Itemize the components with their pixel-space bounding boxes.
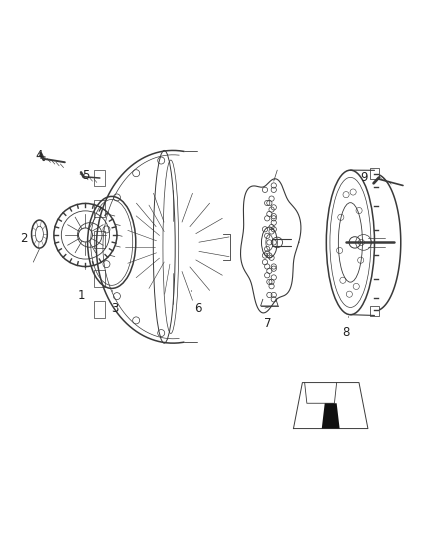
Text: 5: 5 (83, 169, 90, 182)
Text: 6: 6 (194, 302, 202, 314)
FancyBboxPatch shape (94, 231, 105, 248)
Polygon shape (322, 403, 339, 429)
Text: 8: 8 (343, 326, 350, 338)
FancyBboxPatch shape (94, 301, 105, 318)
Text: 9: 9 (360, 171, 368, 184)
FancyBboxPatch shape (94, 169, 105, 187)
FancyBboxPatch shape (94, 270, 105, 287)
FancyBboxPatch shape (370, 168, 379, 179)
FancyBboxPatch shape (94, 200, 105, 217)
Circle shape (78, 228, 92, 242)
Text: 7: 7 (264, 317, 272, 330)
Text: 3: 3 (112, 302, 119, 314)
Text: 4: 4 (35, 149, 43, 162)
Text: 2: 2 (20, 232, 28, 245)
FancyBboxPatch shape (370, 306, 379, 316)
Text: 1: 1 (78, 289, 86, 302)
